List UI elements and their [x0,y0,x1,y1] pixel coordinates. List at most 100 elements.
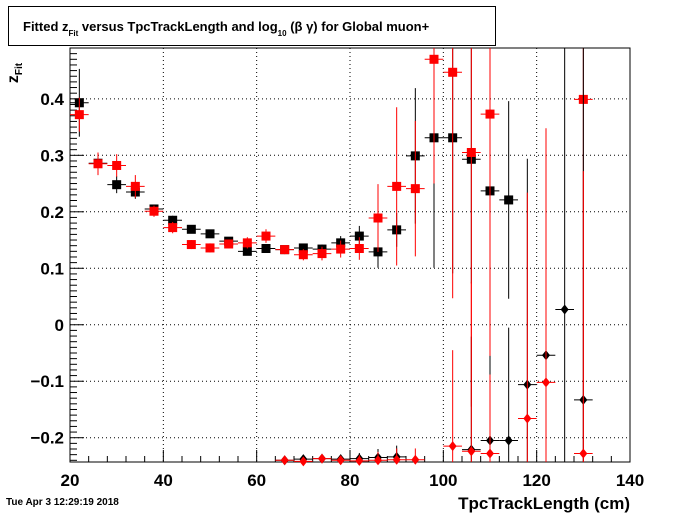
x-tick-label: 120 [522,471,550,490]
diamond-data-point [462,281,481,462]
diamond-data-point [555,48,574,462]
square-data-point [219,239,238,249]
diamond-marker [486,448,494,459]
diamond-marker [448,441,457,452]
square-data-point [88,152,108,176]
x-tick-label: 40 [154,471,173,490]
x-tick-label: 140 [616,471,644,490]
diamond-marker [318,453,326,464]
diamond-marker [467,446,476,457]
square-data-point [256,229,276,243]
diamond-data-point [480,374,500,462]
y-tick-label: 0.1 [40,259,64,278]
x-tick-label: 80 [341,471,360,490]
diamond-data-point [387,448,406,465]
square-marker [466,147,476,157]
square-data-point [182,224,201,234]
square-marker [354,231,364,241]
diamond-marker [542,377,550,388]
diamond-marker [299,456,308,467]
diamond-data-point [331,455,350,466]
square-data-point [387,107,406,266]
diamond-data-point [350,455,369,466]
square-marker [261,244,271,254]
square-data-point [275,245,294,255]
square-data-point [200,229,220,239]
square-marker [429,54,439,64]
square-marker [261,231,271,241]
square-data-point [182,240,201,250]
square-data-point [126,175,145,198]
square-marker [485,109,495,119]
diamond-data-point [536,128,556,462]
diamond-data-point [574,171,593,462]
square-marker [112,180,122,190]
square-marker [149,206,159,216]
square-marker [448,67,458,77]
square-data-point [238,237,257,249]
square-marker [112,160,122,170]
diamond-marker [336,455,345,466]
y-tick-label: −0.2 [30,429,64,448]
diamond-data-point [518,192,537,462]
square-marker [280,245,290,255]
title-prefix: Fitted z [23,19,69,34]
diamond-data-point [443,350,462,462]
square-marker [224,239,234,249]
y-tick-label: 0.3 [40,146,64,165]
square-data-point [350,237,369,260]
square-data-point [406,120,425,257]
diamond-data-point [294,456,313,467]
x-tick-label: 20 [61,471,80,490]
diamond-marker [280,455,289,466]
square-data-point [312,246,332,261]
square-marker [373,213,383,223]
y-axis-label: zFit [5,52,38,86]
square-marker [504,195,514,205]
data-marks [70,48,593,467]
y-tick-label: −0.1 [30,372,64,391]
square-data-point [256,244,276,254]
title-prefix-sub: Fit [68,29,79,38]
square-data-point [294,249,313,261]
square-marker [392,181,402,191]
diamond-data-point [275,455,294,466]
square-marker [242,238,252,248]
square-marker [242,246,252,256]
square-marker [205,229,215,239]
square-data-point [144,205,164,217]
chart-title: Fitted zFit versus TpcTrackLength and lo… [23,19,430,38]
square-marker [205,243,215,253]
square-marker [186,224,196,234]
square-marker [168,215,178,225]
diamond-data-point [368,451,388,466]
title-suffix: (β γ) for Global muon+ [286,19,430,34]
diamond-marker [579,448,588,459]
square-marker [74,110,84,120]
y-tick-label: 0.2 [40,203,64,222]
square-data-point [424,48,444,184]
square-marker [168,223,178,233]
square-data-point [443,48,462,299]
grid-lines [70,48,630,462]
square-marker [186,240,196,250]
square-data-point [200,243,220,253]
square-data-point [331,240,350,258]
diamond-marker [523,413,532,424]
square-data-point [70,97,89,132]
diamond-marker [560,304,569,315]
diamond-marker [411,454,420,465]
y-tick-label: 0 [55,316,64,335]
square-marker [410,184,420,194]
square-data-point [499,101,518,299]
title-middle: versus TpcTrackLength and log [78,19,278,34]
square-marker [298,243,308,253]
square-marker [298,250,308,260]
y-tick-label: 0.4 [40,90,64,109]
square-data-point [163,221,182,234]
diamond-marker [374,455,382,466]
title-middle-sub: 10 [277,29,287,38]
axes: 20 40 60 80 100 120 140 −0.2 −0.1 0 0.1 0.2 0.3 0.4 [30,53,644,490]
chart-title-box: Fitted zFit versus TpcTrackLength and lo… [8,6,496,46]
